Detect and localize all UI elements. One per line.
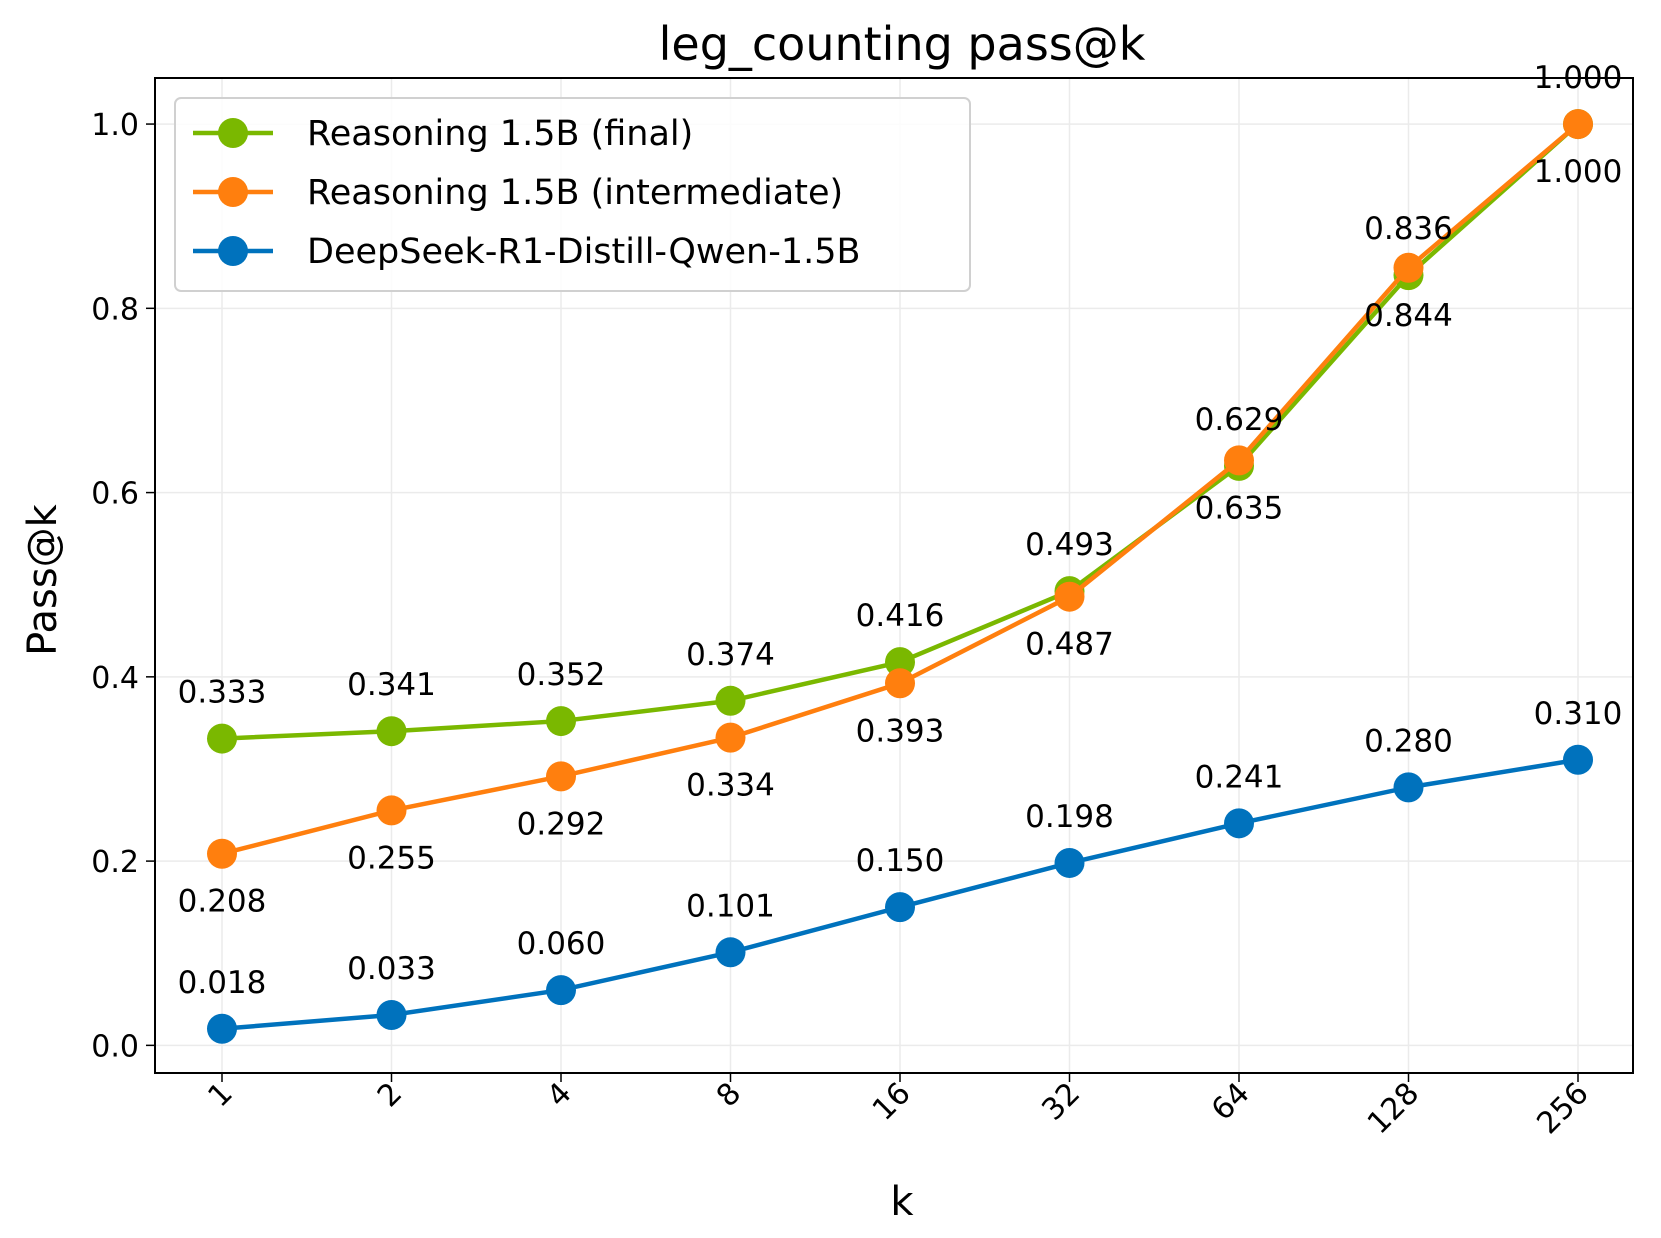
series-2-point [1393,252,1424,283]
series-1-data-label: 0.374 [686,637,775,673]
y-tick-label: 0.2 [91,845,139,880]
series-3-point [376,999,407,1030]
legend-label-2: Reasoning 1.5B (intermediate) [307,173,843,213]
data-labels: 0.333 0.341 0.352 0.374 0.416 0.493 0.629 0.836… [178,60,1623,1001]
series-1-data-label: 0.629 [1195,402,1284,438]
series-2-point [885,668,915,699]
series-1-point [715,685,746,716]
series-1-data-label: 0.341 [347,667,436,703]
x-axis-label: k [890,1179,914,1225]
series-layer [207,109,1593,1044]
series-2-point [207,838,237,869]
series-3-point [1224,808,1254,839]
series-1-data-label: 0.333 [178,675,267,711]
series-3-data-label: 0.101 [686,888,775,924]
series-1-point [207,723,237,754]
series-1-data-label: 0.416 [856,598,945,634]
legend-label-3: DeepSeek-R1-Distill-Qwen-1.5B [307,232,861,272]
series-1-data-label: 1.000 [1534,60,1623,96]
series-2-data-label: 0.208 [178,884,267,920]
series-1-point [885,647,915,678]
series-2-point [1054,581,1085,612]
y-tick-label: 0.4 [91,661,139,696]
series-2-data-label: 0.393 [856,713,945,749]
series-3-point [1393,772,1424,803]
series-3-data-label: 0.280 [1364,723,1453,759]
series-2-data-label: 0.487 [1025,627,1114,663]
series-1-data-label: 0.836 [1364,211,1453,247]
series-2-data-label: 0.292 [517,806,606,842]
series-2-data-label: 0.635 [1195,490,1284,526]
series-3-point [207,1013,237,1044]
series-2-point [376,795,407,826]
series-3-point [885,892,915,923]
series-3-data-label: 0.241 [1195,759,1284,795]
series-2-point [715,722,746,753]
series-3-data-label: 0.310 [1534,696,1623,732]
series-3-data-label: 0.033 [347,951,436,987]
y-axis-label: Pass@k [20,503,66,656]
series-3-point [1054,847,1085,878]
y-tick-label: 1.0 [91,108,139,143]
y-tick-label: 0.8 [91,292,139,327]
series-2-point [1224,445,1254,476]
series-1-point [376,716,407,747]
y-tick-label: 0.0 [91,1029,139,1064]
legend-swatch-marker [218,177,248,207]
y-tick-label: 0.6 [91,477,139,512]
series-2-data-label: 0.844 [1364,298,1453,334]
legend-label-1: Reasoning 1.5B (final) [307,114,693,154]
series-2-point [546,761,576,792]
plot-frame [154,77,1634,1074]
series-1-data-label: 0.352 [517,657,606,693]
legend-box [174,97,971,292]
legend-swatch-marker [218,118,248,148]
legend-swatch-marker [218,236,248,266]
series-2-data-label: 0.334 [686,768,775,804]
series-3-point [546,975,576,1006]
chart-title: leg_counting pass@k [659,17,1146,71]
series-3-data-label: 0.198 [1025,799,1114,835]
series-3-data-label: 0.150 [856,843,945,879]
series-3-data-label: 0.018 [178,965,267,1001]
series-3-data-label: 0.060 [517,926,606,962]
series-2-data-label: 0.255 [347,840,436,876]
series-2-data-label: 1.000 [1534,154,1623,190]
series-1-data-label: 0.493 [1025,527,1114,563]
series-3-point [715,937,746,968]
series-1-point [546,706,576,737]
series-2-point [1563,109,1593,140]
legend: Reasoning 1.5B (final) Reasoning 1.5B (in… [174,97,971,292]
series-3-point [1563,744,1593,775]
